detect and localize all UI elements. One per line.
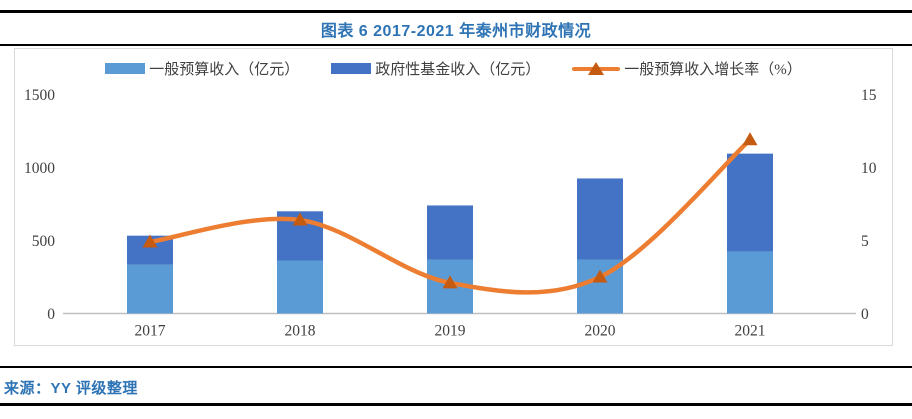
top-rule (0, 10, 912, 13)
left-axis-tick: 0 (47, 306, 55, 323)
bar-government-fund-revenue (577, 178, 623, 260)
right-axis-tick: 0 (861, 306, 869, 323)
left-axis-tick: 1500 (24, 87, 55, 104)
plot-area: 0 500 1000 1500 0 5 10 15 2017 2018 2019 2020 2021 (24, 87, 877, 340)
left-axis-tick: 500 (32, 233, 56, 250)
chart-panel: 一般预算收入（亿元） 政府性基金收入（亿元） 一般预算收入增长率（%） 0 500… (14, 48, 893, 346)
source-line: 来源：YY 评级整理 (4, 380, 138, 397)
orange-line-triangle-icon (572, 61, 621, 76)
right-axis-tick: 5 (861, 233, 869, 250)
right-axis-tick: 10 (861, 160, 877, 177)
bar-government-fund-revenue (727, 153, 773, 252)
legend-label-government-fund-revenue: 政府性基金收入（亿元） (375, 62, 541, 78)
x-axis-category-label: 2017 (135, 323, 166, 340)
x-axis-category-label: 2021 (735, 323, 766, 340)
legend-item-growth-rate: 一般预算收入增长率（%） (572, 58, 802, 79)
bar-general-budget-revenue (277, 260, 323, 314)
legend-item-government-fund-revenue: 政府性基金收入（亿元） (331, 58, 540, 79)
x-axis-category-label: 2020 (585, 323, 616, 340)
growth-rate-marker-triangle (592, 269, 608, 283)
legend-label-growth-rate: 一般预算收入增长率（%） (624, 62, 802, 78)
right-axis-tick: 15 (861, 87, 877, 104)
bottom-rule (0, 403, 912, 406)
source-top-rule (0, 366, 912, 368)
bar-general-budget-revenue (127, 264, 173, 314)
light-blue-swatch-icon (105, 63, 146, 74)
legend-item-general-budget-revenue: 一般预算收入（亿元） (105, 58, 299, 79)
title-bottom-rule (0, 44, 912, 46)
growth-rate-marker-triangle (292, 212, 308, 226)
growth-rate-marker-triangle (742, 132, 758, 146)
bar-government-fund-revenue (427, 205, 473, 260)
x-axis-category-label: 2018 (285, 323, 316, 340)
growth-rate-marker-triangle (442, 275, 458, 289)
dark-blue-swatch-icon (331, 63, 372, 74)
growth-rate-marker-triangle (142, 234, 158, 248)
chart-legend: 一般预算收入（亿元） 政府性基金收入（亿元） 一般预算收入增长率（%） (15, 58, 892, 79)
bar-general-budget-revenue (727, 251, 773, 314)
chart-title: 图表 6 2017-2021 年泰州市财政情况 (320, 23, 592, 40)
x-axis-category-label: 2019 (435, 323, 466, 340)
left-axis-tick: 1000 (24, 160, 55, 177)
legend-label-general-budget-revenue: 一般预算收入（亿元） (149, 62, 300, 78)
